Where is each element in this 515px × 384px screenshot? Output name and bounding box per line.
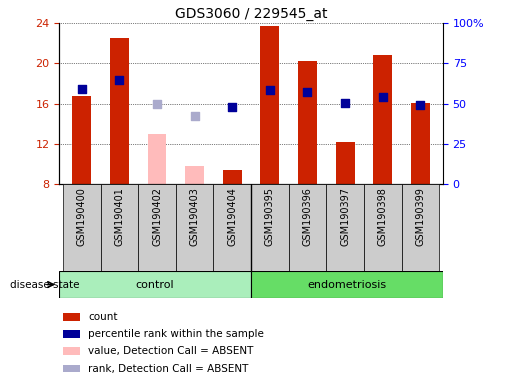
Bar xyxy=(185,166,204,184)
Text: disease state: disease state xyxy=(10,280,80,290)
Point xyxy=(78,86,86,92)
Point xyxy=(303,89,312,95)
Point xyxy=(379,94,387,100)
Bar xyxy=(63,365,80,372)
Text: GSM190398: GSM190398 xyxy=(377,187,388,246)
Point xyxy=(416,102,424,108)
Bar xyxy=(148,134,166,184)
Text: GSM190402: GSM190402 xyxy=(152,187,162,246)
Bar xyxy=(213,184,251,271)
Bar xyxy=(100,184,138,271)
Text: value, Detection Call = ABSENT: value, Detection Call = ABSENT xyxy=(88,346,253,356)
Point xyxy=(341,99,349,106)
Text: GSM190399: GSM190399 xyxy=(415,187,425,246)
Text: GSM190401: GSM190401 xyxy=(114,187,125,246)
Point xyxy=(191,113,199,119)
Text: control: control xyxy=(136,280,175,290)
Text: endometriosis: endometriosis xyxy=(307,280,387,290)
Bar xyxy=(176,184,213,271)
Bar xyxy=(364,184,402,271)
Title: GDS3060 / 229545_at: GDS3060 / 229545_at xyxy=(175,7,328,21)
Bar xyxy=(73,96,91,184)
Bar xyxy=(223,170,242,184)
Bar xyxy=(298,61,317,184)
Bar xyxy=(110,38,129,184)
Bar xyxy=(251,184,289,271)
Text: GSM190396: GSM190396 xyxy=(302,187,313,246)
Point xyxy=(153,101,161,107)
Bar xyxy=(411,103,430,184)
Bar xyxy=(336,142,354,184)
Text: rank, Detection Call = ABSENT: rank, Detection Call = ABSENT xyxy=(88,364,249,374)
Bar xyxy=(63,313,80,321)
Text: GSM190403: GSM190403 xyxy=(190,187,200,246)
Bar xyxy=(261,26,279,184)
Text: count: count xyxy=(88,312,118,322)
Point xyxy=(266,86,274,93)
Bar xyxy=(138,184,176,271)
Bar xyxy=(59,271,251,298)
Bar xyxy=(63,330,80,338)
Bar xyxy=(289,184,327,271)
Bar xyxy=(63,184,100,271)
Bar xyxy=(63,347,80,355)
Bar xyxy=(402,184,439,271)
Bar xyxy=(327,184,364,271)
Text: GSM190395: GSM190395 xyxy=(265,187,275,246)
Text: percentile rank within the sample: percentile rank within the sample xyxy=(88,329,264,339)
Bar xyxy=(251,271,443,298)
Text: GSM190404: GSM190404 xyxy=(227,187,237,246)
Text: GSM190397: GSM190397 xyxy=(340,187,350,246)
Point xyxy=(228,104,236,110)
Point xyxy=(115,78,124,84)
Bar xyxy=(373,55,392,184)
Text: GSM190400: GSM190400 xyxy=(77,187,87,246)
